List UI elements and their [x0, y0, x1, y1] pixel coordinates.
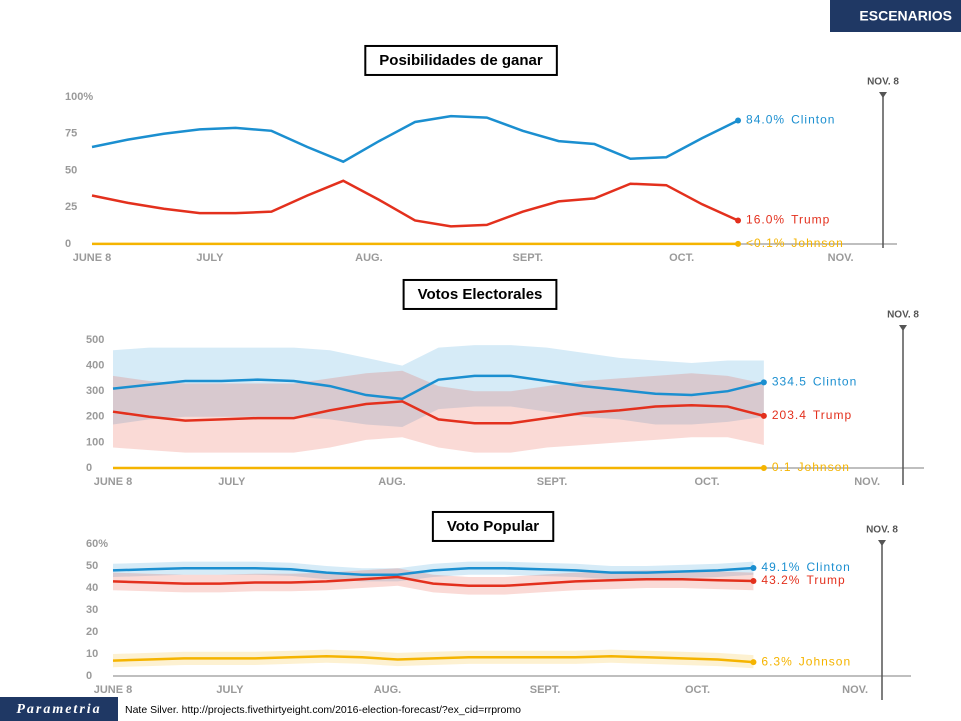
series-line [112, 654, 754, 664]
legend-label: Clinton [813, 375, 857, 389]
data-label: 84.0% [746, 113, 785, 127]
y-tick-label: 0 [86, 462, 92, 474]
series-line [91, 179, 739, 228]
logo-box [0, 697, 118, 721]
legend-label: Johnson [798, 460, 850, 474]
data-label: 16.0% [746, 213, 785, 227]
nov-arrow [899, 325, 907, 331]
y-tick-label: 300 [86, 385, 104, 397]
y-tick-label: 400 [86, 360, 104, 372]
legend-label: Trump [813, 408, 852, 422]
nov-arrow [879, 92, 887, 98]
x-tick-label: AUG. [355, 252, 383, 264]
x-tick-label: NOV. [828, 252, 854, 264]
title-box [364, 44, 558, 76]
data-label: <0.1% [746, 236, 785, 250]
y-tick-label: 100% [65, 91, 93, 103]
x-tick-label: NOV. [854, 476, 880, 488]
title-box [431, 510, 555, 542]
annotation: NOV. 8 [866, 525, 898, 536]
y-tick-label: 200 [86, 411, 104, 423]
data-label: 6.3% [761, 654, 792, 668]
y-tick-label: 50 [65, 164, 77, 176]
x-tick-label: OCT. [669, 252, 694, 264]
data-label: 203.4 [772, 408, 807, 422]
legend-label: Trump [806, 573, 845, 587]
nov-arrow [878, 540, 886, 546]
end-point [750, 659, 757, 666]
series-line [112, 566, 754, 577]
y-tick-label: 500 [86, 334, 104, 346]
legend-label: Johnson [791, 236, 843, 250]
data-label: 49.1% [761, 560, 800, 574]
band [113, 568, 754, 595]
x-tick-label: SEPT. [513, 252, 544, 264]
legend-label: Clinton [806, 560, 850, 574]
end-point [750, 577, 757, 584]
legend-label: Clinton [791, 113, 835, 127]
chart-title: Voto Popular [447, 518, 539, 535]
y-tick-label: 60% [86, 538, 108, 550]
x-tick-label: AUG. [378, 476, 406, 488]
y-tick-label: 40 [86, 582, 98, 594]
end-point [760, 412, 767, 419]
series-line [112, 575, 754, 588]
x-tick-label: NOV. [842, 684, 868, 696]
title-box [402, 278, 558, 310]
x-tick-label: OCT. [695, 476, 720, 488]
band [113, 370, 764, 453]
end-point [735, 117, 742, 124]
legend-label: Trump [791, 213, 830, 227]
y-tick-label: 10 [86, 648, 98, 660]
x-tick-label: JUNE 8 [94, 476, 133, 488]
annotation: NOV. 8 [887, 310, 919, 321]
x-tick-label: JULY [218, 476, 246, 488]
end-point [760, 379, 767, 386]
y-tick-label: 30 [86, 604, 98, 616]
band [113, 345, 764, 428]
y-tick-label: 100 [86, 436, 104, 448]
y-tick-label: 75 [65, 128, 77, 140]
x-tick-label: SEPT. [530, 684, 561, 696]
y-tick-label: 0 [65, 238, 71, 250]
x-tick-label: JULY [196, 252, 224, 264]
end-point [760, 464, 767, 471]
logo: Parametria [16, 702, 101, 717]
x-tick-label: JUNE 8 [73, 252, 112, 264]
chart-title: Votos Electorales [418, 286, 543, 303]
y-tick-label: 0 [86, 670, 92, 682]
x-tick-label: OCT. [685, 684, 710, 696]
chart-title: Posibilidades de ganar [379, 52, 543, 69]
annotation: NOV. 8 [867, 77, 899, 88]
end-point [735, 217, 742, 224]
x-tick-label: JUNE 8 [94, 684, 133, 696]
source: Nate Silver. http://projects.fivethirtye… [125, 704, 521, 716]
series-line [112, 374, 765, 401]
y-tick-label: 25 [65, 201, 77, 213]
x-tick-label: AUG. [374, 684, 402, 696]
end-point [750, 564, 757, 571]
y-tick-label: 20 [86, 626, 98, 638]
header-bar [830, 0, 961, 32]
data-label: 0.1 [772, 460, 792, 474]
y-tick-label: 50 [86, 560, 98, 572]
x-tick-label: SEPT. [537, 476, 568, 488]
series-line [112, 400, 765, 425]
data-label: 334.5 [772, 375, 807, 389]
data-label: 43.2% [761, 573, 800, 587]
legend-label: Johnson [799, 654, 851, 668]
x-tick-label: JULY [216, 684, 244, 696]
header-title: ESCENARIOS [859, 8, 952, 24]
series-line [91, 114, 739, 164]
end-point [735, 240, 742, 247]
